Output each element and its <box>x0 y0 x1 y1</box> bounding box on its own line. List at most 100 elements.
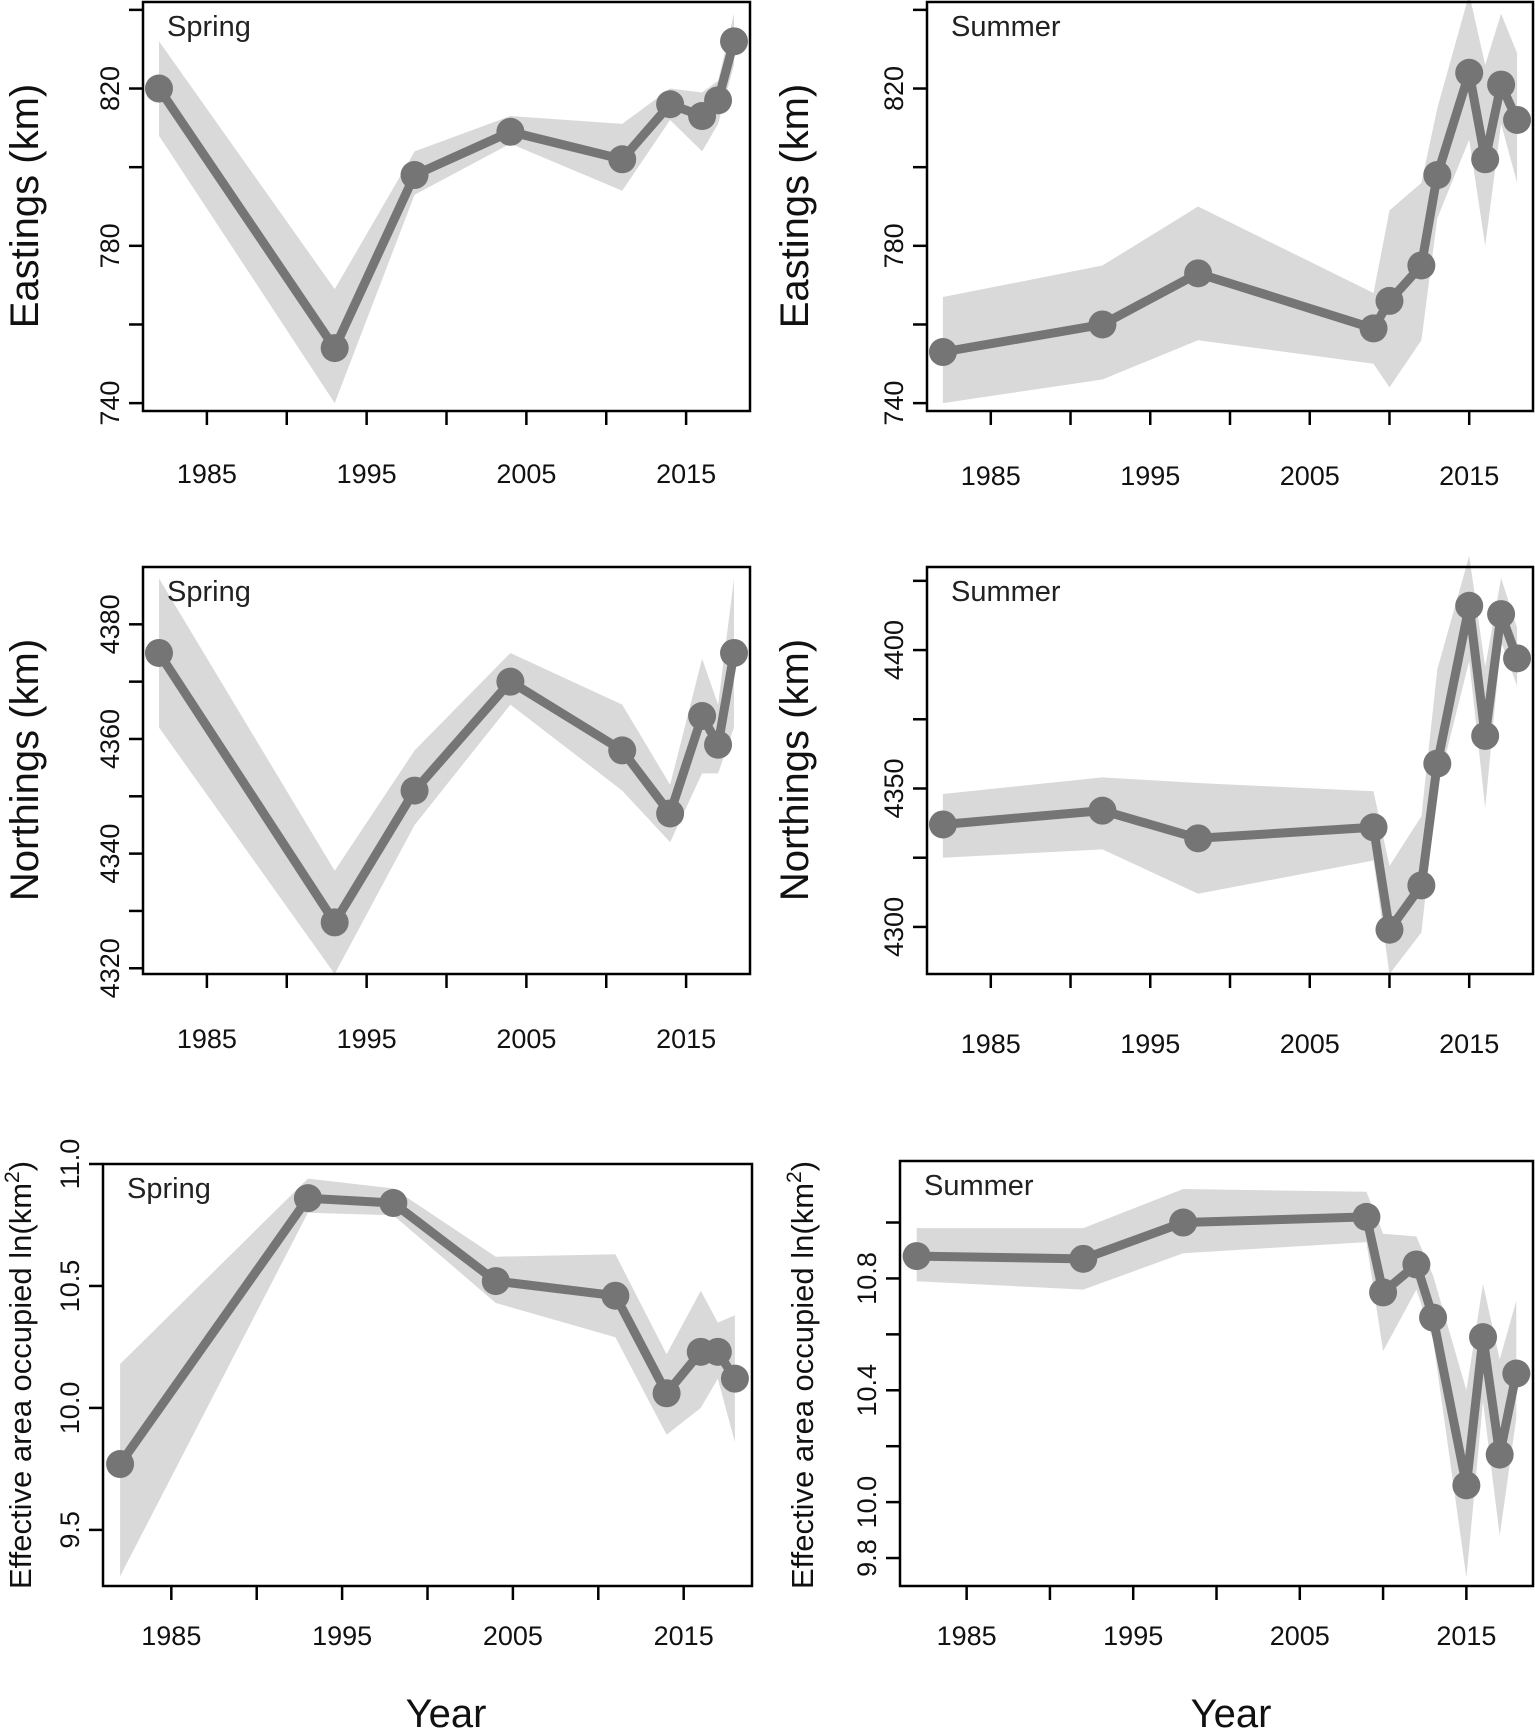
x-tick-label: 1995 <box>337 459 397 489</box>
data-point <box>1375 286 1404 315</box>
x-tick-label: 2015 <box>654 1621 714 1651</box>
data-point <box>106 1450 135 1479</box>
x-tick-label: 2005 <box>483 1621 543 1651</box>
data-point <box>1423 161 1452 190</box>
y-tick-label: 4300 <box>879 897 909 957</box>
x-tick-label: 2015 <box>656 1024 716 1054</box>
x-tick-label: 1995 <box>1120 461 1180 491</box>
data-point <box>1169 1208 1198 1237</box>
data-point <box>1407 251 1436 280</box>
data-point <box>1359 813 1388 842</box>
data-point <box>1407 871 1436 900</box>
data-point <box>608 145 637 174</box>
panel-label: Spring <box>167 11 251 43</box>
data-point <box>704 730 733 759</box>
x-tick-label: 2015 <box>1439 461 1499 491</box>
x-tick-label: 1985 <box>177 1024 237 1054</box>
data-point <box>1503 644 1532 673</box>
y-axis-title-close: ) <box>3 1161 38 1171</box>
x-tick-label: 2015 <box>656 459 716 489</box>
data-point <box>400 161 429 190</box>
y-axis-title-superscript: 2 <box>1 1171 24 1183</box>
y-tick-label: 9.5 <box>55 1511 85 1549</box>
data-point <box>601 1281 630 1310</box>
confidence-band <box>120 1178 735 1577</box>
confidence-band <box>916 1189 1517 1578</box>
data-point <box>703 1337 732 1366</box>
data-point <box>1359 314 1388 343</box>
x-tick-label: 1995 <box>337 1024 397 1054</box>
data-point <box>1487 70 1516 99</box>
x-tick-label: 1995 <box>312 1621 372 1651</box>
y-tick-label: 4380 <box>95 594 125 654</box>
panel-summer-northings: 1985 1995 2005 2015 4300 4350 4400 Summer Northi… <box>773 555 1535 1059</box>
x-axis-title-left: Year <box>406 1692 487 1734</box>
data-point <box>608 736 637 765</box>
y-axis-title-main: Eastings (km) <box>773 84 817 329</box>
data-point <box>720 1364 749 1393</box>
y-tick-label: 740 <box>95 381 125 426</box>
x-tick-label: 1995 <box>1103 1621 1163 1651</box>
x-tick-label: 1985 <box>961 1029 1021 1059</box>
y-axis-title-superscript: 2 <box>783 1171 806 1183</box>
data-point <box>1471 721 1500 750</box>
x-tick-label: 1985 <box>177 459 237 489</box>
y-tick-label: 820 <box>95 66 125 111</box>
data-point <box>652 1379 681 1408</box>
data-point <box>1485 1440 1514 1469</box>
confidence-band <box>942 0 1518 404</box>
y-tick-label: 11.0 <box>55 1139 85 1190</box>
y-tick-label: 780 <box>879 223 909 268</box>
panel-spring-northings: 1985 1995 2005 2015 4320 4340 4360 4380 Spring No… <box>3 565 752 1054</box>
y-tick-label: 10.0 <box>852 1476 882 1529</box>
x-tick-label: 1985 <box>141 1621 201 1651</box>
data-point <box>1469 1323 1498 1352</box>
y-tick-label: 740 <box>879 381 909 426</box>
data-point <box>928 338 957 367</box>
x-tick-label: 2005 <box>1280 461 1340 491</box>
data-point <box>1423 749 1452 778</box>
y-tick-label: 820 <box>879 66 909 111</box>
y-axis-title: Northings (km) <box>773 639 817 901</box>
y-tick-label: 9.8 <box>852 1539 882 1577</box>
panel-label: Spring <box>127 1173 211 1205</box>
data-point <box>1502 1359 1531 1388</box>
y-tick-label: 4350 <box>879 758 909 818</box>
x-tick-label: 2005 <box>496 1024 556 1054</box>
x-tick-label: 2015 <box>1436 1621 1496 1651</box>
data-point <box>928 810 957 839</box>
x-tick-label: 1985 <box>961 461 1021 491</box>
panel-label: Summer <box>951 11 1061 43</box>
data-point <box>1352 1202 1381 1231</box>
data-point <box>720 638 749 667</box>
y-tick-label: 10.8 <box>852 1252 882 1305</box>
y-tick-label: 10.4 <box>852 1364 882 1417</box>
x-tick-label: 2005 <box>1280 1029 1340 1059</box>
data-point <box>1402 1250 1431 1279</box>
data-point <box>902 1242 931 1271</box>
data-point <box>1455 58 1484 87</box>
data-point <box>144 74 173 103</box>
data-point <box>320 908 349 937</box>
data-point <box>400 776 429 805</box>
y-axis-title-main: Effective area occupied ln(km <box>785 1183 820 1589</box>
data-point <box>1455 591 1484 620</box>
data-point <box>1088 310 1117 339</box>
x-tick-label: 2005 <box>496 459 556 489</box>
data-point <box>144 638 173 667</box>
data-point <box>1088 796 1117 825</box>
data-point <box>1184 824 1213 853</box>
x-tick-label: 2005 <box>1270 1621 1330 1651</box>
y-tick-label: 10.0 <box>55 1382 85 1435</box>
y-tick-label: 4360 <box>95 709 125 769</box>
data-point <box>1471 145 1500 174</box>
x-axis-title-right: Year <box>1191 1692 1272 1734</box>
y-axis-title-main: Effective area occupied ln(km <box>3 1183 38 1589</box>
panel-summer-eastings: 1985 1995 2005 2015 740 780 820 Summer Eastings … <box>773 0 1535 491</box>
x-tick-label: 2015 <box>1439 1029 1499 1059</box>
data-point <box>720 27 749 56</box>
data-point <box>704 86 733 115</box>
x-tick-label: 1985 <box>937 1621 997 1651</box>
y-tick-label: 780 <box>95 223 125 268</box>
x-tick-label: 1995 <box>1120 1029 1180 1059</box>
